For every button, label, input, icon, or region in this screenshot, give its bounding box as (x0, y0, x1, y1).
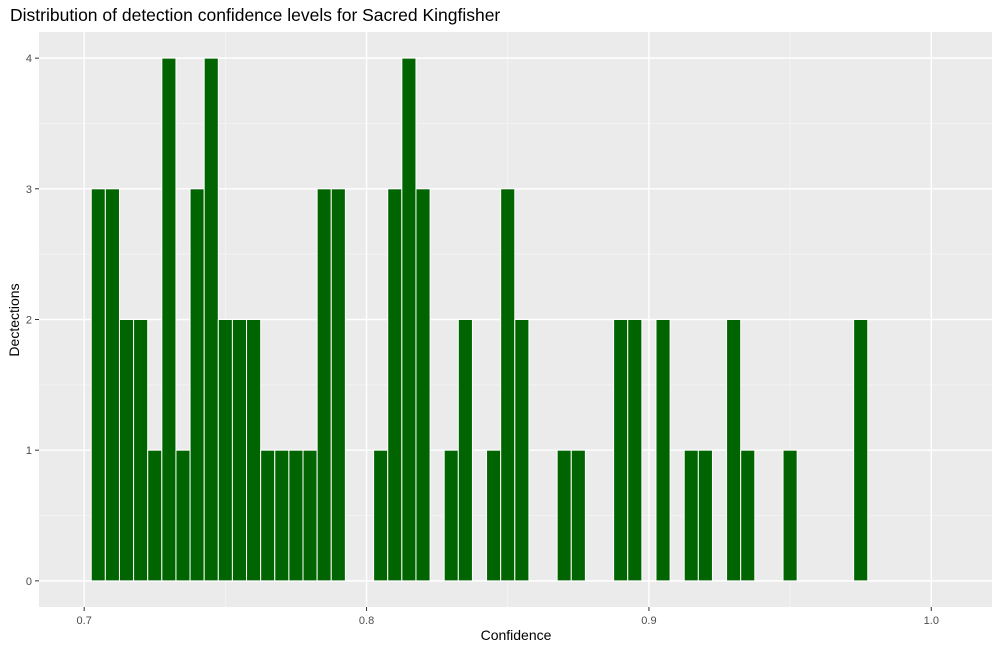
histogram-bar (627, 319, 643, 582)
histogram-bar (387, 188, 403, 582)
histogram-bar (655, 319, 671, 582)
histogram-bar (231, 319, 248, 582)
histogram-bar (330, 188, 346, 582)
histogram-bar (104, 188, 120, 582)
histogram-bar (500, 188, 516, 582)
y-axis-title: Dectections (6, 283, 22, 356)
y-tick-label: 0 (26, 576, 32, 588)
histogram-bar (274, 449, 290, 582)
histogram-bar (90, 188, 106, 582)
histogram-bar (260, 449, 276, 582)
histogram-bar (118, 319, 135, 582)
y-tick-label: 3 (26, 184, 32, 196)
histogram-bar (570, 449, 586, 582)
histogram-bar (401, 57, 417, 582)
histogram-bar (740, 449, 756, 582)
histogram-bar (556, 449, 572, 582)
histogram-bar (683, 449, 699, 582)
histogram-bar (373, 449, 389, 582)
histogram-bars (90, 57, 869, 582)
histogram-bar (697, 449, 713, 582)
histogram-bar (175, 449, 191, 582)
histogram-bar (147, 449, 163, 582)
histogram-bar (133, 319, 149, 582)
histogram-bar (415, 188, 431, 582)
histogram-bar (217, 319, 233, 582)
histogram-bar (486, 449, 502, 582)
x-tick-label: 1.0 (924, 615, 939, 627)
y-axis: 0 1 2 3 4 (26, 53, 39, 588)
chart-title: Distribution of detection confidence lev… (10, 5, 500, 25)
histogram-bar (288, 449, 304, 582)
histogram-bar (853, 319, 869, 582)
x-axis-title: Confidence (481, 627, 552, 643)
histogram-bar (782, 449, 798, 582)
x-tick-label: 0.7 (77, 615, 92, 627)
x-tick-label: 0.8 (359, 615, 374, 627)
histogram-bar (302, 449, 318, 582)
histogram-bar (203, 57, 219, 582)
histogram-bar (443, 449, 459, 582)
histogram-bar (316, 188, 332, 582)
y-tick-label: 1 (26, 445, 32, 457)
histogram-bar (514, 319, 530, 582)
y-tick-label: 4 (26, 53, 32, 65)
histogram-bar (613, 319, 629, 582)
x-axis: 0.7 0.8 0.9 1.0 (77, 607, 939, 627)
histogram-bar (246, 319, 262, 582)
histogram-bar (457, 319, 473, 582)
histogram-bar (726, 319, 742, 582)
x-tick-label: 0.9 (641, 615, 656, 627)
histogram-bar (189, 188, 205, 582)
histogram-bar (161, 57, 177, 582)
y-tick-label: 2 (26, 315, 32, 327)
